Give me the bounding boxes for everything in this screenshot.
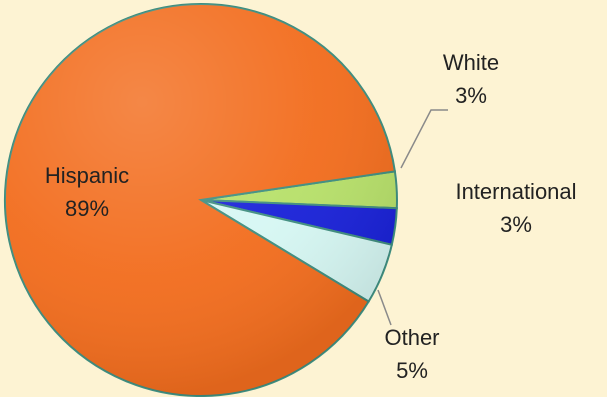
slice-value-international: 3% [500,212,532,237]
slice-value-other: 5% [396,358,428,383]
leader-line-white [400,109,448,169]
slice-labels: Hispanic 89% White 3% International 3% Other 5% [45,50,577,383]
slice-label-hispanic: Hispanic [45,163,129,188]
slice-label-other: Other [384,325,439,350]
pie-slices [4,3,398,397]
slice-label-white: White [443,50,499,75]
slice-label-international: International [455,179,576,204]
leader-lines [377,109,448,326]
slice-value-hispanic: 89% [65,196,109,221]
leader-line-other [377,289,392,326]
slice-value-white: 3% [455,83,487,108]
